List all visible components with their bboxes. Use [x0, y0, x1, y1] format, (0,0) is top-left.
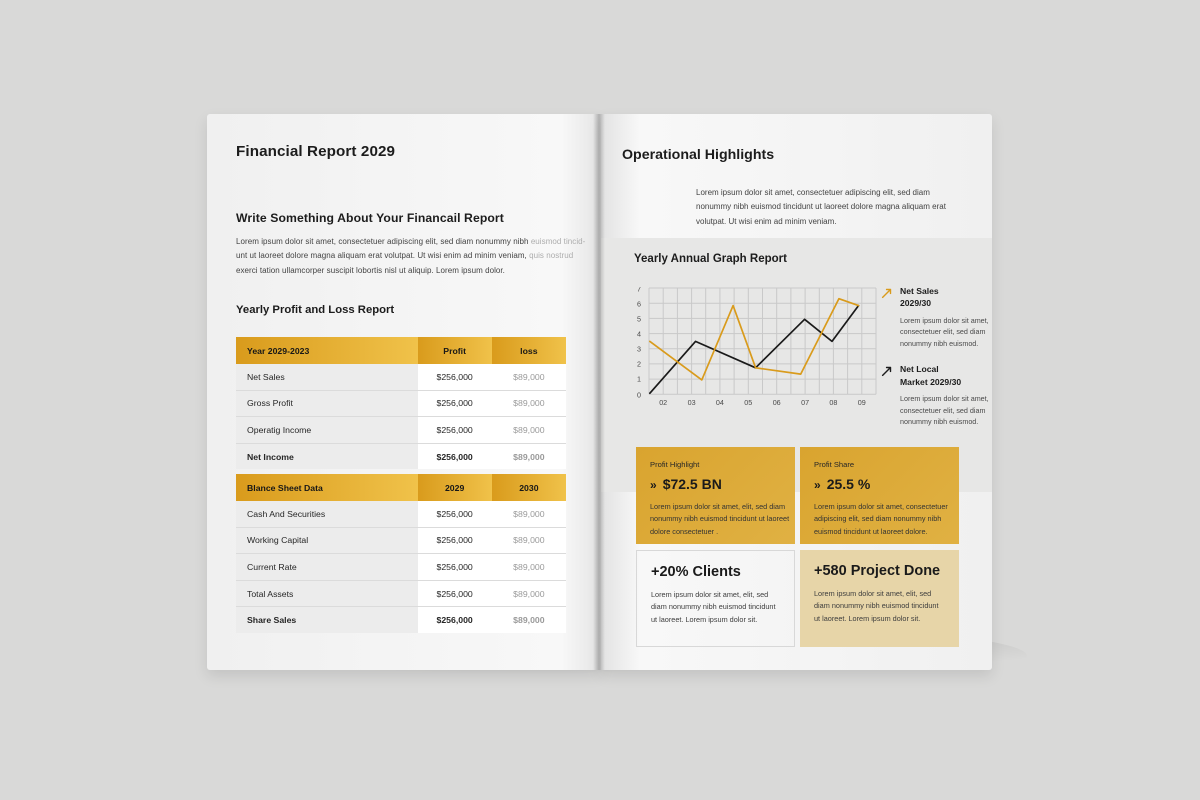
svg-text:04: 04	[716, 398, 724, 407]
svg-text:09: 09	[858, 398, 866, 407]
svg-text:03: 03	[688, 398, 696, 407]
svg-text:07: 07	[801, 398, 809, 407]
svg-text:1: 1	[637, 375, 641, 384]
svg-text:2: 2	[637, 360, 641, 369]
svg-text:05: 05	[744, 398, 752, 407]
svg-text:6: 6	[637, 300, 641, 309]
svg-text:3: 3	[637, 345, 641, 354]
svg-text:7: 7	[637, 287, 641, 294]
svg-text:4: 4	[637, 330, 641, 339]
svg-text:5: 5	[637, 315, 641, 324]
svg-text:08: 08	[829, 398, 837, 407]
svg-text:0: 0	[637, 391, 641, 400]
svg-text:02: 02	[659, 398, 667, 407]
svg-text:06: 06	[773, 398, 781, 407]
